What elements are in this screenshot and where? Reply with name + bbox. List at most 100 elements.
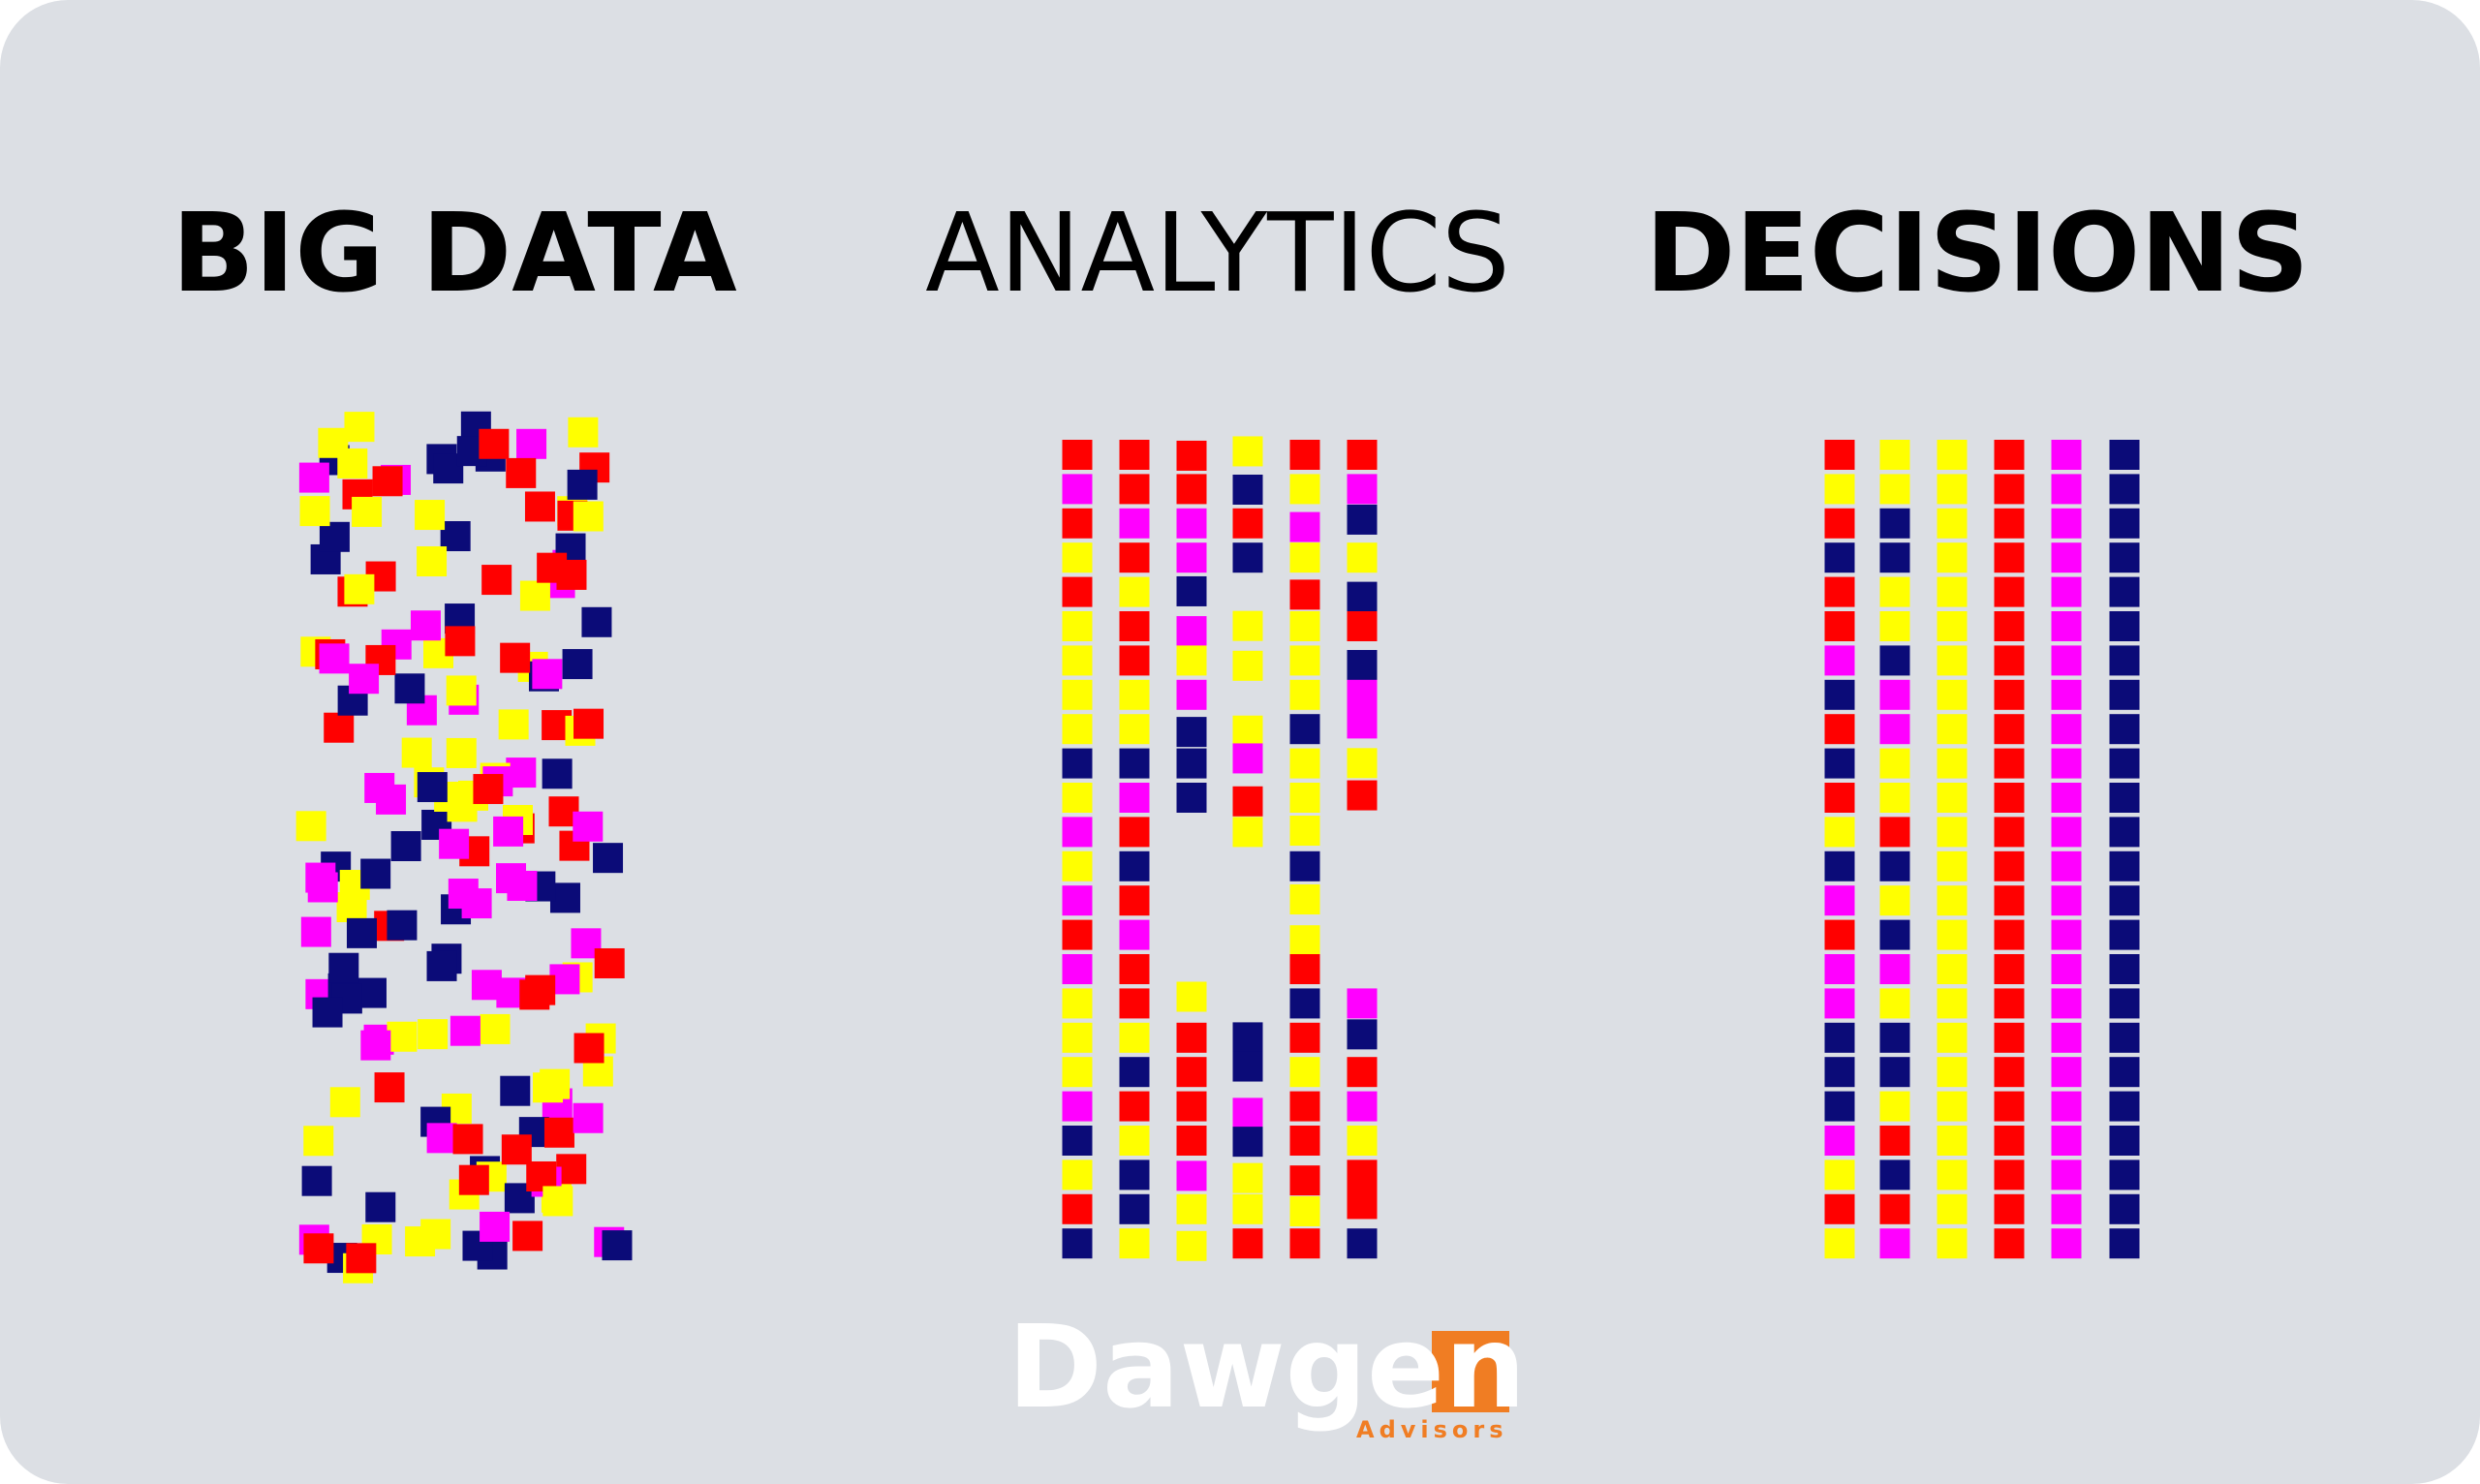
square bbox=[481, 565, 512, 596]
square bbox=[519, 979, 550, 1010]
square bbox=[1937, 1057, 1968, 1088]
square bbox=[1119, 1126, 1150, 1156]
square bbox=[303, 1233, 334, 1264]
square bbox=[1062, 1193, 1093, 1224]
square bbox=[352, 496, 383, 527]
square bbox=[1289, 850, 1320, 881]
square bbox=[1289, 816, 1320, 847]
square bbox=[1994, 850, 2025, 881]
square bbox=[1879, 954, 1910, 984]
square bbox=[1176, 717, 1207, 748]
square bbox=[533, 1072, 564, 1103]
square bbox=[1289, 474, 1320, 505]
square bbox=[2109, 508, 2140, 539]
square bbox=[2109, 850, 2140, 881]
square bbox=[1994, 1126, 2025, 1156]
square bbox=[1062, 645, 1093, 676]
square bbox=[1232, 1162, 1263, 1193]
square bbox=[2109, 783, 2140, 813]
square bbox=[574, 1033, 604, 1064]
square bbox=[1347, 1019, 1378, 1050]
square bbox=[1119, 919, 1150, 950]
square bbox=[1232, 1022, 1263, 1053]
square bbox=[1994, 440, 2025, 470]
square bbox=[507, 870, 538, 901]
square bbox=[303, 1126, 334, 1157]
square bbox=[1062, 611, 1093, 641]
square bbox=[1232, 743, 1263, 774]
square bbox=[1119, 817, 1150, 848]
square bbox=[1119, 885, 1150, 916]
square bbox=[542, 758, 573, 789]
square bbox=[1994, 817, 2025, 848]
square bbox=[1176, 981, 1207, 1012]
square bbox=[1289, 542, 1320, 573]
square bbox=[1347, 780, 1378, 811]
square bbox=[1937, 850, 1968, 881]
square bbox=[1232, 650, 1263, 681]
square bbox=[1119, 508, 1150, 539]
square bbox=[1062, 1126, 1093, 1156]
square bbox=[1937, 576, 1968, 607]
square bbox=[2109, 988, 2140, 1019]
square bbox=[1062, 714, 1093, 745]
square bbox=[344, 573, 375, 604]
square bbox=[1879, 885, 1910, 916]
square bbox=[1062, 988, 1093, 1019]
square bbox=[360, 1030, 391, 1061]
square bbox=[1176, 508, 1207, 539]
square bbox=[1062, 679, 1093, 710]
square bbox=[346, 1243, 377, 1274]
square bbox=[1062, 576, 1093, 607]
square bbox=[1879, 1057, 1910, 1088]
square bbox=[461, 888, 492, 919]
square bbox=[1289, 714, 1320, 745]
square bbox=[1289, 679, 1320, 710]
square bbox=[376, 784, 407, 815]
square bbox=[1879, 508, 1910, 539]
logo-name: Dawgen bbox=[1008, 1300, 1526, 1434]
square bbox=[1232, 1051, 1263, 1082]
square bbox=[568, 417, 599, 448]
square bbox=[1937, 1159, 1968, 1190]
square bbox=[573, 501, 604, 532]
square bbox=[1937, 954, 1968, 984]
square bbox=[1232, 786, 1263, 817]
square bbox=[426, 1123, 457, 1154]
square bbox=[2109, 611, 2140, 641]
square bbox=[1937, 1193, 1968, 1224]
square bbox=[2051, 1228, 2082, 1259]
square bbox=[1937, 474, 1968, 505]
square bbox=[574, 708, 604, 739]
square bbox=[1879, 645, 1910, 676]
square bbox=[2109, 1126, 2140, 1156]
square bbox=[1119, 1159, 1150, 1190]
square bbox=[1119, 988, 1150, 1019]
square bbox=[1937, 1126, 1968, 1156]
square bbox=[1289, 1228, 1320, 1259]
squares bbox=[295, 411, 2140, 1283]
square bbox=[1119, 783, 1150, 813]
square bbox=[1937, 508, 1968, 539]
square bbox=[2051, 714, 2082, 745]
square bbox=[1347, 581, 1378, 612]
square bbox=[1879, 919, 1910, 950]
square bbox=[1176, 783, 1207, 813]
square bbox=[1289, 511, 1320, 542]
square bbox=[301, 1165, 332, 1196]
square bbox=[543, 1117, 574, 1148]
square bbox=[1937, 714, 1968, 745]
square bbox=[1347, 1189, 1378, 1220]
square bbox=[1937, 440, 1968, 470]
square bbox=[420, 1219, 451, 1250]
square bbox=[1289, 1195, 1320, 1226]
square bbox=[329, 1087, 360, 1118]
square bbox=[1232, 1228, 1263, 1259]
square bbox=[458, 1164, 489, 1195]
square bbox=[1879, 474, 1910, 505]
square bbox=[1176, 474, 1207, 505]
square bbox=[1824, 954, 1855, 984]
square bbox=[2109, 748, 2140, 779]
square bbox=[581, 606, 612, 637]
logo-tagline: Advisors bbox=[1356, 1416, 1508, 1443]
